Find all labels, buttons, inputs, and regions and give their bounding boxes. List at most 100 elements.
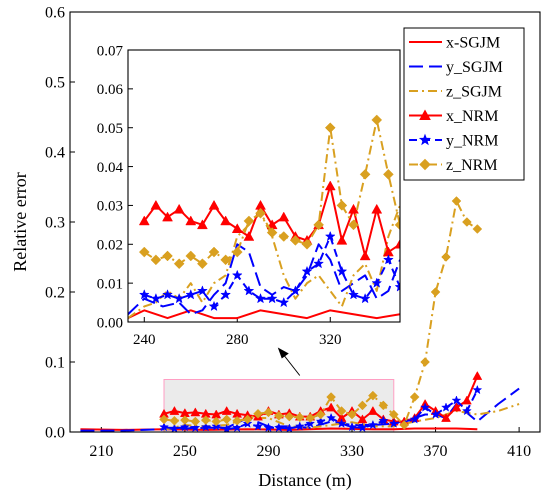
main-series-marker [211, 416, 222, 427]
inset-series-marker [266, 292, 278, 304]
main-y-tick-label: 0.6 [45, 5, 65, 22]
inset-series-marker [278, 296, 290, 308]
inset-series-marker [255, 207, 266, 219]
main-series-marker [263, 422, 274, 432]
main-series-marker [378, 415, 389, 426]
main-series-marker [253, 408, 263, 419]
main-series-marker [399, 420, 410, 430]
inset-series-marker [266, 227, 278, 238]
inset-series-marker [313, 219, 324, 231]
inset-series-marker [382, 254, 394, 265]
main-series-marker [326, 392, 336, 402]
main-series-marker [430, 409, 441, 419]
inset-series-marker [324, 230, 336, 242]
inset-series-marker [220, 254, 231, 266]
main-series-line [163, 403, 520, 431]
inset-series-marker [336, 234, 348, 245]
inset-series-marker [150, 292, 162, 304]
main-series-marker [441, 412, 451, 422]
main-series-marker [232, 422, 243, 432]
inset-series-marker [359, 168, 371, 180]
main-series-marker [441, 402, 451, 412]
legend-marker [418, 133, 432, 146]
main-series-marker [368, 390, 378, 401]
legend-box [403, 27, 525, 181]
main-series-marker [305, 418, 316, 428]
inset-series-marker [278, 211, 290, 222]
inset-series-marker [278, 231, 290, 242]
inset-series-marker [197, 258, 208, 270]
inset-series-group [128, 114, 400, 320]
inset-series-marker [359, 250, 371, 261]
main-series-marker [347, 421, 357, 432]
main-series-marker [367, 405, 378, 415]
legend: x-SGJM y_SGJM z_SGJM x_NRM y_NRM z_NRM [403, 27, 525, 181]
main-series-marker [294, 412, 305, 423]
main-series-marker [409, 392, 420, 402]
main-series-marker [221, 414, 232, 425]
inset-y-tick-label: 0.02 [97, 238, 123, 254]
main-series-marker [472, 224, 483, 234]
inset-series-marker [185, 250, 197, 262]
main-series-marker [190, 416, 201, 427]
inset-y-tick-label: 0.03 [97, 199, 123, 215]
inset-series-marker [371, 277, 383, 288]
inset-frame [127, 49, 401, 323]
inset-series-marker [138, 215, 150, 226]
main-series-marker [284, 423, 295, 432]
main-x-tick-label: 370 [424, 443, 448, 460]
zoom-pointer-head [277, 347, 289, 359]
inset-series-marker [220, 215, 232, 226]
main-series-marker [274, 411, 284, 421]
main-series-marker [180, 415, 190, 425]
main-series-marker [315, 409, 326, 420]
inset-y-tick-label: 0.00 [97, 315, 123, 331]
main-series-marker [461, 395, 472, 405]
main-y-tick-label: 0.2 [45, 285, 65, 302]
main-series-marker [242, 414, 253, 425]
main-series-marker [420, 402, 431, 412]
legend-label: x_NRM [446, 108, 498, 125]
main-series-marker [420, 357, 430, 367]
inset-series-marker [394, 281, 400, 292]
inset-y-tick-label: 0.07 [97, 43, 124, 59]
main-series-marker [315, 416, 326, 426]
inset-series-marker [138, 246, 150, 258]
legend-label: x-SGJM [446, 35, 500, 52]
inset-series-marker [348, 203, 359, 214]
y-axis-label: Relative error [10, 172, 30, 271]
inset-series-marker [231, 223, 243, 233]
main-series-marker [190, 422, 201, 432]
main-x-tick-label: 210 [89, 443, 113, 460]
main-x-tick-label: 410 [507, 443, 531, 460]
main-series-marker [200, 421, 211, 432]
inset-series-marker [208, 300, 220, 312]
inset-series-marker [173, 292, 185, 304]
main-y-tick-label: 0.3 [45, 215, 65, 232]
main-series-marker [451, 402, 462, 412]
legend-marker [419, 158, 431, 171]
main-series-marker [347, 409, 357, 420]
inset-series-marker [196, 285, 208, 296]
inset-series-marker [196, 219, 208, 230]
inset-series-marker [394, 219, 400, 231]
inset-series-line [143, 118, 400, 265]
main-series-group [80, 196, 520, 432]
main-y-tick-label: 0.4 [45, 145, 65, 162]
inset-series-marker [208, 199, 220, 210]
inset-series-marker [371, 114, 383, 126]
inset-series-marker [394, 238, 400, 249]
inset-series-marker [243, 285, 255, 296]
x-axis-label: Distance (m) [258, 470, 351, 491]
inset-series-marker [383, 168, 394, 180]
inset-series-marker [208, 246, 220, 258]
main-frame [69, 11, 541, 433]
main-series-marker [367, 419, 378, 430]
inset-series-marker [324, 122, 336, 134]
main-y-tick-label: 0.0 [45, 425, 65, 442]
inset-y-tick-label: 0.04 [97, 160, 124, 176]
inset-series-marker [150, 254, 162, 266]
main-series-marker [451, 395, 462, 405]
